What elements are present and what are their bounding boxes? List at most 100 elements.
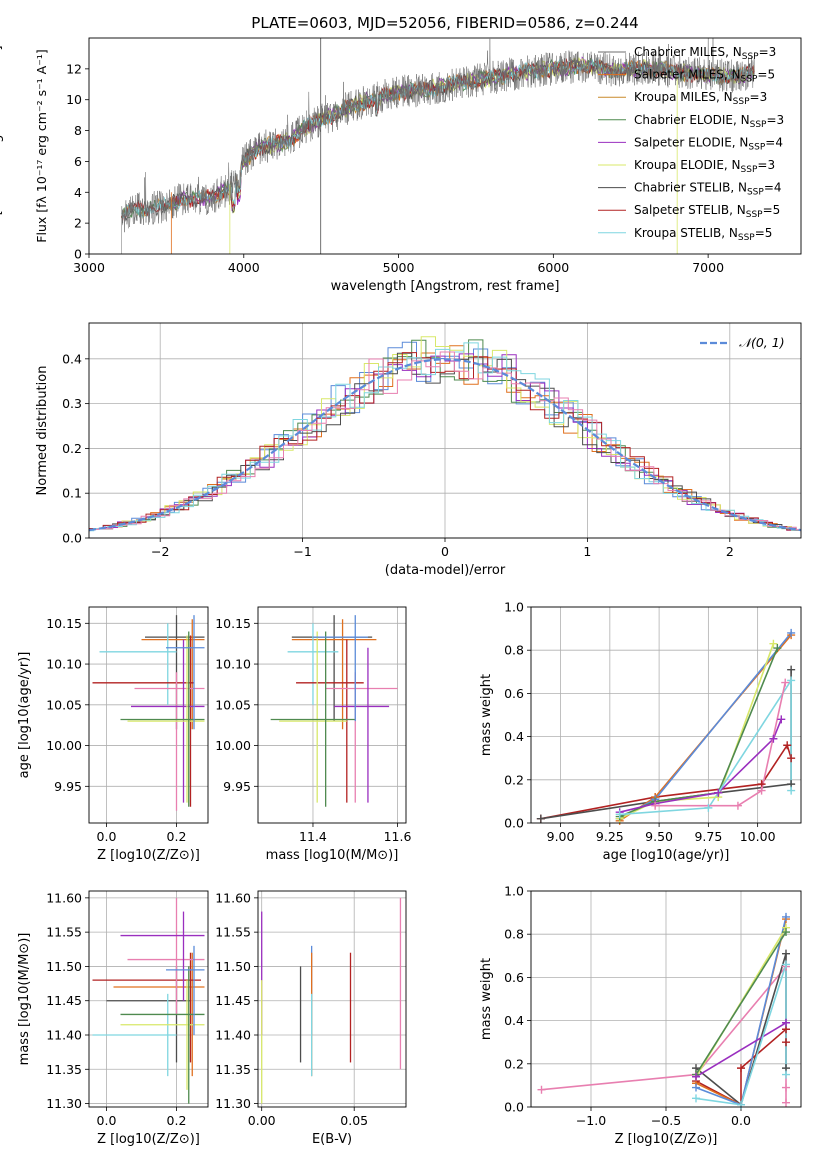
spectrum-axes: 3000 4000 5000 6000 7000 0 2 4 6 8 10 12 wavelength …	[0, 37, 802, 294]
weight-marker	[692, 1083, 700, 1092]
y-tick-label: 10.05	[215, 697, 251, 712]
x-tick-label: 9.25	[596, 829, 624, 844]
y-tick-label: 10	[66, 92, 82, 107]
y-tick-label: 1.0	[504, 600, 524, 615]
residual-histogram	[89, 352, 801, 533]
weight-marker	[692, 1094, 700, 1103]
age-vs-Z-points	[92, 615, 205, 811]
y-tick-label: 11.55	[215, 925, 251, 940]
x-tick-label: 3000	[73, 260, 105, 275]
weight-marker	[704, 803, 713, 812]
y-tick-label: 10.00	[46, 738, 82, 753]
residuals-xlabel: (data-model)/error	[385, 563, 506, 578]
figure-title: PLATE=0603, MJD=52056, FIBERID=0586, z=0…	[251, 14, 638, 32]
y-tick-label: 9.95	[223, 779, 251, 794]
weight-marker	[787, 754, 796, 763]
weight-vs-Z-ylabel: mass weight	[479, 958, 494, 1040]
weight-line	[619, 643, 775, 820]
mass-vs-ebv-points	[261, 897, 402, 1104]
age-vs-Z-axes: 0.0 0.2 9.95 10.00 10.05 10.10 10.15 Z [log10(Z…	[17, 606, 209, 863]
y-tick-label: 2	[74, 216, 82, 231]
legend-label: Chabrier ELODIE, NSSP=3	[634, 113, 784, 130]
y-tick-label: 9.95	[54, 779, 82, 794]
weight-vs-Z-frame	[530, 890, 802, 1108]
mass-vs-Z-points	[92, 897, 205, 1104]
weight-line	[619, 634, 792, 822]
age-vs-mass-points	[270, 615, 398, 807]
legend-label: Chabrier STELIB, NSSP=4	[634, 181, 782, 198]
legend-label: Salpeter STELIB, NSSP=5	[634, 203, 780, 220]
y-tick-label: 10.15	[46, 616, 82, 631]
y-tick-label: 0.8	[504, 927, 524, 942]
weight-vs-Z-lines	[541, 916, 787, 1107]
y-tick-label: 0.4	[62, 351, 82, 366]
data-spectrum	[121, 38, 755, 254]
y-tick-label: 0.2	[504, 772, 524, 787]
y-tick-label: 1.0	[504, 884, 524, 899]
legend-label: Kroupa MILES, NSSP=3	[634, 90, 767, 107]
weight-line	[695, 1022, 787, 1078]
weight-marker	[787, 665, 796, 674]
y-tick-label: 11.60	[215, 890, 251, 905]
weight-marker	[782, 928, 790, 937]
age-vs-mass-frame	[257, 606, 407, 824]
mass-vs-Z-frame	[88, 890, 209, 1108]
weight-marker	[781, 678, 790, 687]
x-tick-label: 5000	[383, 260, 415, 275]
weight-marker	[615, 810, 624, 819]
y-tick-label: 11.40	[215, 1028, 251, 1043]
y-tick-label: 4	[74, 185, 82, 200]
x-tick-label: −0.5	[651, 1113, 681, 1128]
mass-vs-Z-axes: 0.0 0.2 11.30 11.35 11.40 11.45 11.50 11.55 11.6…	[17, 890, 209, 1147]
y-tick-label: 10.10	[215, 657, 251, 672]
x-tick-label: 7000	[692, 260, 724, 275]
weight-marker	[714, 788, 723, 797]
weight-marker	[787, 628, 796, 637]
y-tick-label: 11.50	[215, 959, 251, 974]
x-tick-label: 0.2	[167, 829, 187, 844]
weight-marker	[782, 912, 790, 921]
y-tick-label: 0	[74, 247, 82, 262]
weight-marker	[782, 1083, 790, 1092]
x-tick-label: −2	[151, 544, 169, 559]
age-vs-Z-xlabel: Z [log10(Z/Z⊙)]	[97, 848, 200, 863]
y-tick-label: 11.60	[46, 890, 82, 905]
weight-marker	[769, 734, 778, 743]
y-tick-label: 11.50	[46, 959, 82, 974]
legend-label: Chabrier MILES, NSSP=3	[634, 45, 776, 62]
residual-histograms	[89, 336, 801, 533]
y-tick-label: 10.15	[215, 616, 251, 631]
y-tick-label: 0.2	[62, 441, 82, 456]
weight-marker	[651, 801, 660, 810]
legend-label: Salpeter MILES, NSSP=5	[634, 68, 775, 85]
weight-vs-age-axes: 9.00 9.25 9.50 9.75 10.00 0.0 0.2 0.4 0.6 0.8 1.0 a…	[479, 600, 802, 863]
spectrum-ylabel: Flux [fλ 10⁻¹⁷ erg cm⁻² s⁻¹ A⁻¹]	[34, 49, 49, 242]
weight-marker	[782, 949, 790, 958]
y-tick-label: 0.2	[504, 1056, 524, 1071]
residuals-frame	[88, 322, 802, 539]
plot-layer: 3000 4000 5000 6000 7000024681012wavelength …	[0, 37, 802, 1147]
y-tick-label: 0.4	[504, 1013, 524, 1028]
y-tick-label: 0.1	[62, 486, 82, 501]
weight-vs-age-frame	[530, 606, 802, 824]
spectrum-curves	[121, 38, 755, 254]
weight-marker	[773, 644, 782, 653]
weight-marker	[536, 814, 545, 823]
spectrum-legend: Chabrier MILES, NSSP=3 Salpeter MILES, NS…	[598, 45, 784, 243]
x-tick-label: 0.0	[731, 1113, 751, 1128]
x-tick-label: −1.0	[576, 1113, 606, 1128]
y-tick-label: 10.00	[215, 738, 251, 753]
x-tick-label: 0	[441, 544, 449, 559]
normal-curve	[89, 358, 801, 532]
y-tick-label: 11.30	[46, 1096, 82, 1111]
weight-marker	[783, 741, 792, 750]
y-tick-label: 10.10	[46, 657, 82, 672]
y-tick-label: 0.0	[504, 1100, 524, 1115]
x-tick-label: 0.00	[248, 1113, 276, 1128]
weight-marker	[737, 1100, 745, 1109]
y-tick-label: 10.05	[46, 697, 82, 712]
mass-vs-ebv-frame	[257, 890, 407, 1108]
spectrum-ylabel: Flux [fλ 10⁻¹⁷ erg cm⁻² s⁻¹ A⁻¹]	[0, 45, 4, 246]
weight-marker	[537, 1085, 546, 1094]
